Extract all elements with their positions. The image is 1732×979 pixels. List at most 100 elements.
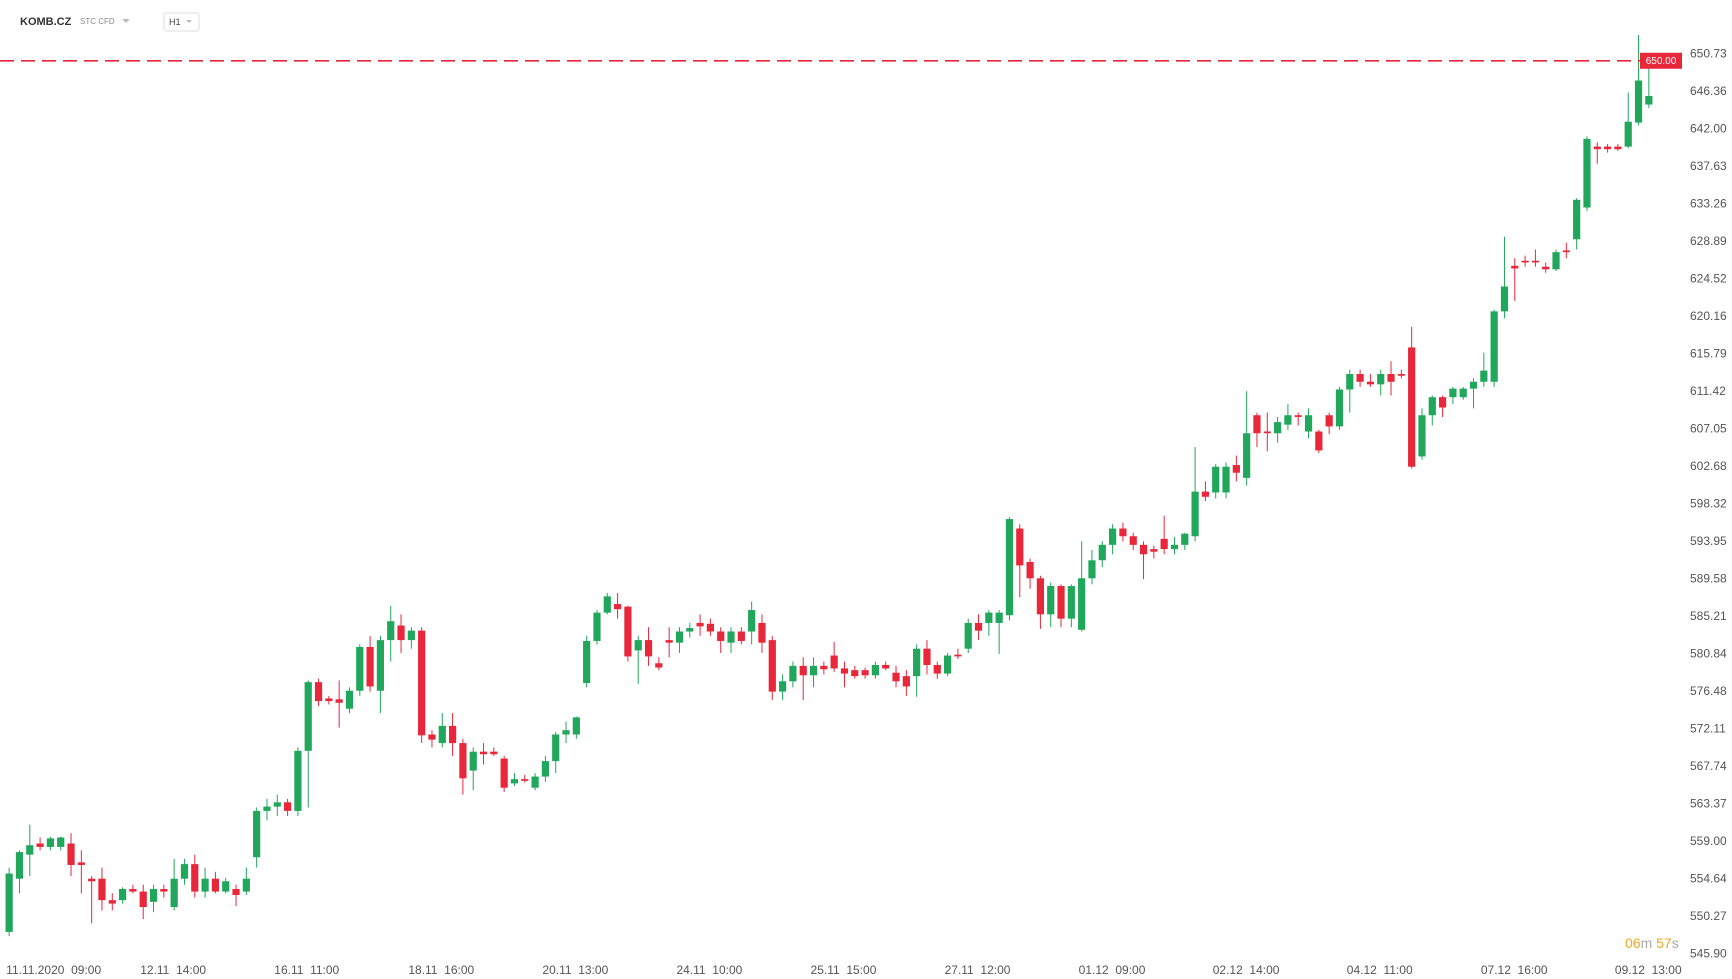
candle-body — [1500, 286, 1509, 312]
y-tick-label: 563.37 — [1690, 796, 1727, 810]
candle-body — [469, 751, 477, 771]
plot — [5, 35, 1653, 937]
candle-body — [521, 779, 529, 781]
candle-body — [479, 751, 488, 755]
candle-body — [665, 640, 673, 643]
candle-body — [748, 610, 756, 632]
candle-body — [778, 681, 787, 692]
timeframe[interactable]: H1 — [169, 17, 181, 27]
candle-body — [572, 717, 580, 735]
y-tick-label: 628.89 — [1690, 234, 1727, 248]
candle-body — [366, 646, 374, 687]
y-tick-label: 607.05 — [1690, 422, 1727, 436]
candle-body — [345, 690, 354, 709]
candle-body — [583, 640, 591, 684]
candle-body — [387, 621, 395, 641]
candle-body — [964, 622, 972, 649]
y-tick-label: 624.52 — [1690, 272, 1727, 286]
candle-body — [686, 628, 694, 632]
candle-body — [1377, 374, 1385, 385]
y-tick-label: 580.84 — [1690, 647, 1727, 661]
dropdown-caret[interactable] — [122, 19, 130, 23]
price-label-box — [1640, 52, 1682, 69]
candle-body — [1397, 374, 1405, 376]
candle-body — [36, 843, 44, 847]
candle-body — [644, 640, 653, 657]
candle-body — [1181, 533, 1189, 545]
candle-body — [1057, 586, 1065, 619]
candle-body — [108, 900, 116, 904]
candle-body — [954, 654, 962, 657]
candle-body — [459, 743, 467, 779]
candle-body — [1212, 466, 1220, 493]
candle-body — [428, 734, 436, 740]
x-tick-label: 25.11 15:00 — [811, 963, 877, 977]
x-tick-label: 12.11 14:00 — [140, 963, 206, 977]
candle-body — [129, 888, 137, 892]
x-tick-label: 18.11 16:00 — [408, 963, 474, 977]
candle-body — [232, 888, 240, 896]
candle-body — [263, 806, 271, 811]
x-tick-label: 09.12 13:00 — [1615, 963, 1682, 977]
candle-body — [1634, 80, 1643, 123]
candle-body — [1562, 250, 1570, 253]
candle-body — [1150, 549, 1158, 552]
candle-body — [1088, 560, 1096, 579]
candle-body — [211, 878, 220, 892]
candle-body — [1449, 388, 1457, 398]
candle-body — [407, 630, 415, 641]
candle-body — [1222, 466, 1230, 493]
candle-body — [253, 810, 261, 858]
candle-body — [1005, 519, 1014, 616]
candle-body — [768, 640, 776, 692]
candle-body — [871, 664, 880, 676]
candle-body — [490, 751, 498, 755]
y-tick-label: 602.68 — [1690, 459, 1727, 473]
candle-body — [191, 864, 199, 892]
timeframe-box[interactable] — [163, 12, 200, 32]
candle-body — [562, 730, 570, 735]
candle-body — [448, 725, 457, 744]
candle-body — [418, 630, 426, 736]
candle-body — [1139, 544, 1148, 555]
y-tick-label: 554.64 — [1690, 871, 1727, 885]
candle-body — [758, 622, 766, 643]
y-tick-label: 550.27 — [1690, 909, 1727, 923]
candle-body — [892, 672, 900, 682]
y-tick-label: 598.32 — [1690, 496, 1727, 510]
y-tick-label: 572.11 — [1690, 721, 1726, 735]
countdown-unit: s — [1672, 935, 1679, 951]
candle-body — [1016, 528, 1024, 566]
candle-body — [1263, 431, 1271, 434]
candle-body — [1243, 433, 1251, 478]
candle-body — [1624, 121, 1632, 147]
candle-body — [1490, 311, 1498, 382]
candle-body — [861, 670, 869, 676]
candle-body — [933, 664, 941, 674]
candle-body — [335, 699, 343, 703]
candle-body — [304, 682, 312, 751]
candle-body — [77, 862, 85, 865]
candle-body — [1387, 374, 1395, 382]
candle-body — [995, 612, 1003, 623]
candle-body — [242, 878, 250, 892]
symbol[interactable]: KOMB.CZ — [20, 16, 72, 28]
x-tick-label: 02.12 14:00 — [1213, 963, 1280, 977]
candle-body — [1253, 415, 1261, 434]
candle-body — [1356, 374, 1364, 382]
y-tick-label: 633.26 — [1690, 197, 1727, 211]
candle-body — [510, 779, 519, 784]
candle-body — [139, 891, 147, 908]
candle-body — [1170, 544, 1179, 550]
y-tick-label: 567.74 — [1690, 759, 1727, 773]
candle-body — [118, 888, 127, 901]
timeframe-caret[interactable] — [186, 20, 192, 23]
y-tick-label: 545.90 — [1690, 946, 1727, 960]
candle-body — [438, 725, 446, 744]
candle-body — [67, 843, 75, 865]
candle-body — [98, 878, 106, 901]
candle-body — [737, 631, 745, 641]
candle-body — [717, 631, 725, 641]
candle-body — [314, 682, 323, 702]
